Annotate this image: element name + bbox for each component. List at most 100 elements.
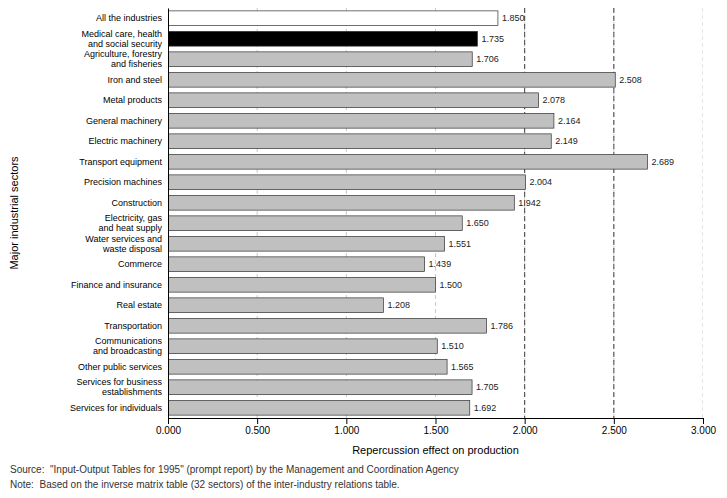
tick: 0.000 xyxy=(156,418,181,436)
tick-label: Commerce xyxy=(118,259,162,269)
bar xyxy=(168,175,525,190)
data-label: 1.705 xyxy=(476,382,499,392)
tick-mark xyxy=(614,418,615,424)
tick: Other public services xyxy=(78,362,168,372)
tick: 1.500 xyxy=(423,418,448,436)
data-label: 1.551 xyxy=(449,239,472,249)
tick-mark xyxy=(436,418,437,424)
tick: Real estate xyxy=(116,300,168,310)
tick: Water services andwaste disposal xyxy=(85,234,168,254)
reference-lines xyxy=(525,8,614,418)
tick-label: Finance and insurance xyxy=(71,280,162,290)
tick-label: All the industries xyxy=(96,13,163,23)
tick-mark xyxy=(525,418,526,424)
grid xyxy=(168,8,703,418)
annotation: Note: Based on the inverse matrix table … xyxy=(10,479,400,490)
data-label: 1.786 xyxy=(491,321,514,331)
bar xyxy=(168,154,648,169)
tick-label: 1.000 xyxy=(334,425,359,436)
annotation: Source: "Input-Output Tables for 1995" (… xyxy=(10,464,459,475)
data-label: 1.942 xyxy=(518,198,541,208)
data-labels: 1.8501.7351.7062.5082.0782.1642.1492.689… xyxy=(387,13,674,413)
y-axis: All the industries Medical care, healthan… xyxy=(70,9,169,419)
grid-line xyxy=(346,8,347,418)
y-axis-title: Major industrial sectors xyxy=(8,156,20,270)
tick-label: Medical care, healthand social security xyxy=(81,29,162,49)
tick-label: Transportation xyxy=(104,321,162,331)
bar xyxy=(168,257,425,272)
tick-label: Iron and steel xyxy=(107,75,162,85)
tick-label: Water services andwaste disposal xyxy=(85,234,162,254)
tick-mark xyxy=(257,418,258,424)
data-label: 2.508 xyxy=(619,75,642,85)
bar xyxy=(168,380,472,395)
tick: Precision machines xyxy=(84,177,168,187)
tick-label: Electric machinery xyxy=(88,136,162,146)
tick-label: Real estate xyxy=(116,300,162,310)
data-label: 1.208 xyxy=(387,300,410,310)
chart: 0.0000.5001.0001.5002.0002.5003.000All t… xyxy=(0,0,727,498)
data-label: 1.735 xyxy=(481,34,504,44)
bar xyxy=(168,31,477,46)
axis-line xyxy=(169,419,704,425)
tick: Commerce xyxy=(118,259,168,269)
tick-label: 0.000 xyxy=(156,425,181,436)
grid-line xyxy=(257,8,258,418)
tick: Iron and steel xyxy=(107,75,168,85)
bar xyxy=(168,298,383,313)
data-label: 2.164 xyxy=(558,116,581,126)
tick-label: Precision machines xyxy=(84,177,163,187)
tick: 2.000 xyxy=(513,418,538,436)
tick: Metal products xyxy=(103,95,168,105)
bar xyxy=(168,195,514,210)
tick: Services for individuals xyxy=(70,403,168,413)
data-label: 2.689 xyxy=(652,157,675,167)
tick-label: Agriculture, forestryand fisheries xyxy=(84,49,163,69)
data-label: 1.439 xyxy=(429,259,452,269)
bar xyxy=(168,359,447,374)
tick: Agriculture, forestryand fisheries xyxy=(84,49,168,69)
tick-label: Other public services xyxy=(78,362,163,372)
data-label: 1.565 xyxy=(451,362,474,372)
bar xyxy=(168,216,462,231)
data-label: 2.004 xyxy=(529,177,552,187)
grid-line xyxy=(613,8,614,418)
bar xyxy=(168,339,437,354)
bar xyxy=(168,134,551,149)
tick-label: Communicationsand broadcasting xyxy=(93,336,163,356)
reference-line xyxy=(613,8,614,418)
data-label: 1.850 xyxy=(502,13,525,23)
tick-mark xyxy=(168,418,169,424)
tick-label: Services for individuals xyxy=(70,403,163,413)
tick-label: Services for businessestablishments xyxy=(76,377,162,397)
tick-label: General machinery xyxy=(86,116,163,126)
tick: Finance and insurance xyxy=(71,280,168,290)
data-label: 1.650 xyxy=(466,218,489,228)
data-label: 2.149 xyxy=(555,136,578,146)
tick: All the industries xyxy=(96,13,168,23)
tick-label: 0.500 xyxy=(245,425,270,436)
tick-mark xyxy=(346,418,347,424)
bar xyxy=(168,277,436,292)
tick: Electricity, gasand heat supply xyxy=(98,213,168,233)
grid-line xyxy=(703,8,704,418)
tick: 3.000 xyxy=(691,418,716,436)
tick: Transportation xyxy=(104,321,168,331)
tick-mark xyxy=(703,418,704,424)
tick-label: 1.500 xyxy=(423,425,448,436)
bar xyxy=(168,72,615,87)
data-label: 1.706 xyxy=(476,54,499,64)
tick-label: Metal products xyxy=(103,95,163,105)
plot-area: 0.0000.5001.0001.5002.0002.5003.000All t… xyxy=(70,8,716,436)
bar xyxy=(168,93,539,108)
tick: Transport equipment xyxy=(79,157,168,167)
tick-label: 3.000 xyxy=(691,425,716,436)
bar xyxy=(168,400,470,415)
x-axis: 0.0000.5001.0001.5002.0002.5003.000 xyxy=(156,418,716,436)
bar xyxy=(168,52,472,67)
tick-label: Transport equipment xyxy=(79,157,162,167)
bar xyxy=(168,318,487,333)
tick-label: Electricity, gasand heat supply xyxy=(98,213,162,233)
bar xyxy=(168,11,498,26)
tick: Services for businessestablishments xyxy=(76,377,168,397)
